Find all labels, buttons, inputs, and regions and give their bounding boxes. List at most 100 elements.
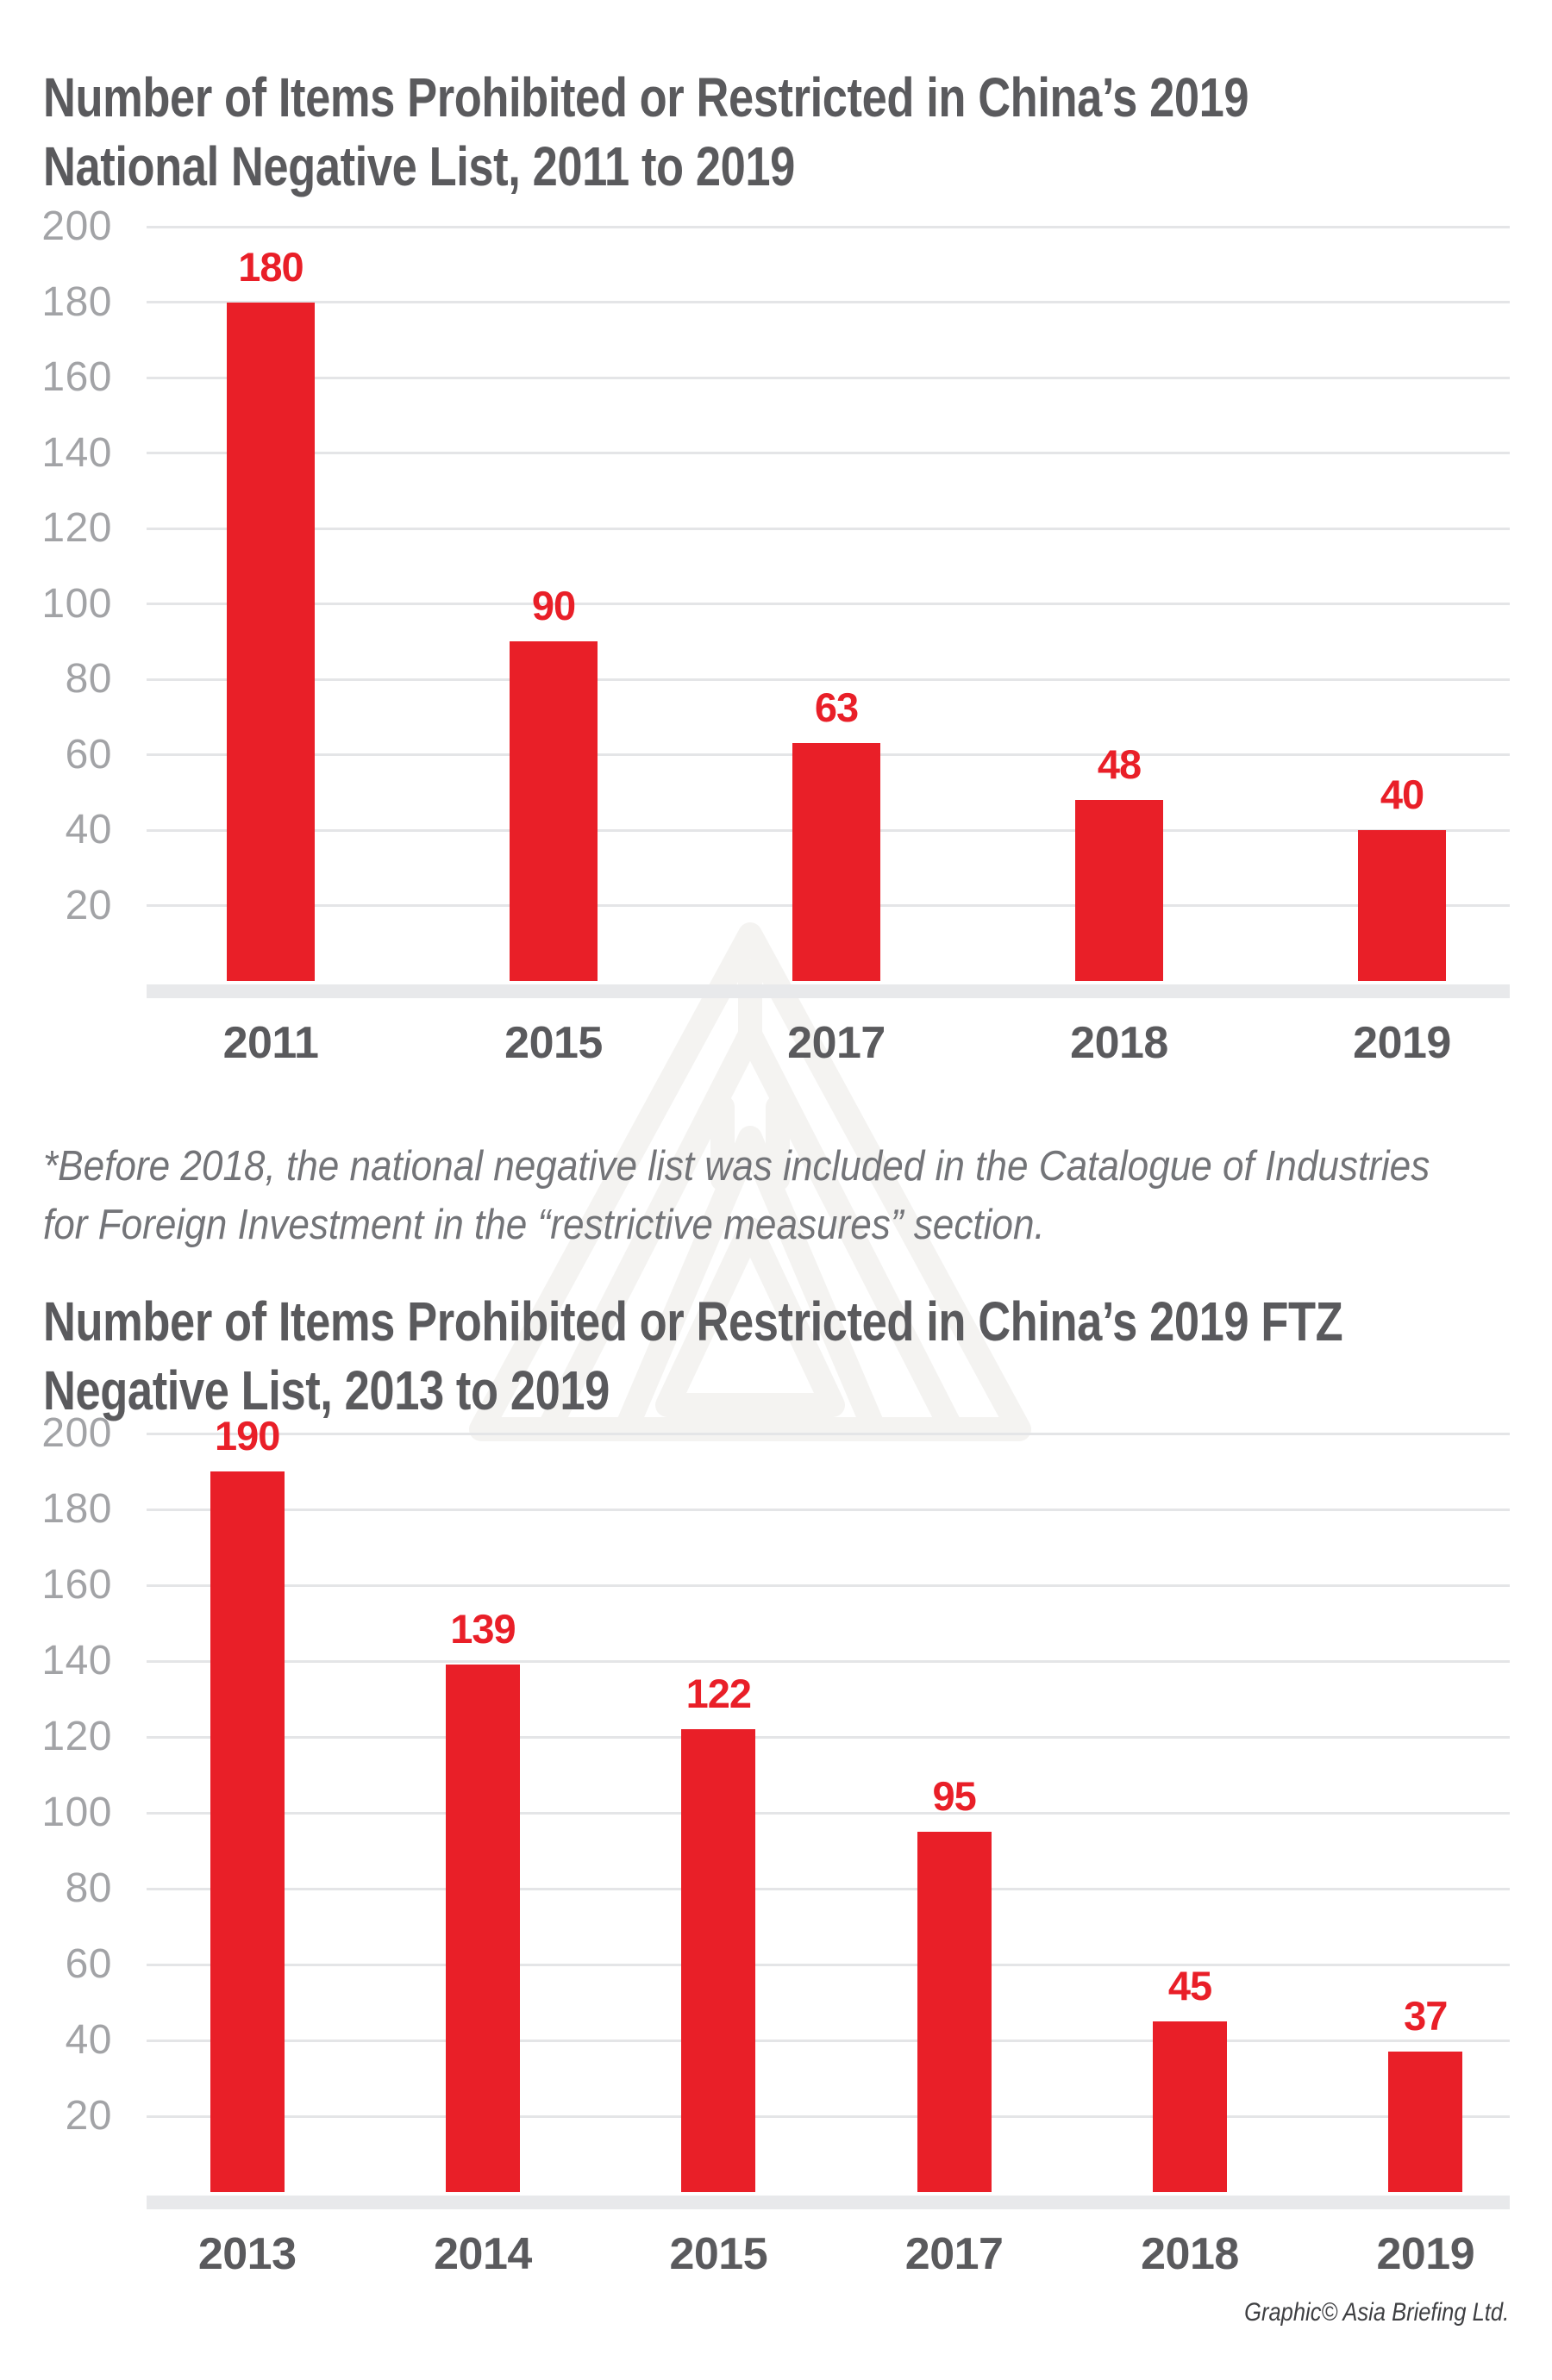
bar-column-2019: 40 (1261, 227, 1543, 981)
bar-2014 (445, 1665, 520, 2192)
footnote-line2: for Foreign Investment in the “restricti… (43, 1202, 1045, 1248)
y-gridline-120 (147, 527, 1510, 530)
y-tick-label-180: 180 (41, 1486, 112, 1532)
y-gridline-160 (147, 376, 1510, 379)
y-gridline-40 (147, 2039, 1510, 2042)
x-axis-label-2015: 2015 (504, 1018, 603, 1068)
y-tick-label-20: 20 (65, 882, 112, 928)
y-gridline-200 (147, 225, 1510, 228)
bar-2018 (1075, 800, 1163, 981)
chart2-y-axis: 200 180 160 140 120 100 80 60 40 20 (0, 1410, 112, 2192)
bar-value-label-2014: 139 (450, 1606, 516, 1652)
bar-2018 (1152, 2021, 1227, 2192)
y-gridline-100 (147, 603, 1510, 605)
y-gridline-60 (147, 1963, 1510, 1966)
y-tick-label-180: 180 (41, 278, 112, 325)
chart2-title-line2: Negative List, 2013 to 2019 (43, 1359, 610, 1421)
y-tick-label-120: 120 (41, 505, 112, 551)
footnote-line1: *Before 2018, the national negative list… (43, 1143, 1430, 1190)
x-axis-label-2014: 2014 (434, 2229, 532, 2279)
y-gridline-140 (147, 1659, 1510, 1663)
bar-value-label-2015: 122 (685, 1671, 752, 1717)
y-tick-label-200: 200 (41, 1410, 112, 1456)
y-gridline-180 (147, 301, 1510, 303)
x-axis-label-2018: 2018 (1141, 2229, 1239, 2279)
bar-value-label-2017: 63 (814, 684, 859, 731)
chart1-title-line2: National Negative List, 2011 to 2019 (43, 134, 795, 197)
y-tick-label-80: 80 (65, 656, 112, 702)
watermark-inner-chevron (614, 1126, 886, 1441)
y-gridline-20 (147, 2115, 1510, 2118)
chart1-y-axis: 200 180 160 140 120 100 80 60 40 20 (0, 203, 112, 981)
bar-column-2018: 48 (978, 227, 1261, 981)
bar-column-2018: 45 (1072, 1434, 1307, 2192)
bar-value-label-2013: 190 (214, 1413, 280, 1459)
y-tick-label-200: 200 (41, 203, 112, 249)
y-tick-label-40: 40 (65, 807, 112, 853)
bar-value-label-2019: 37 (1404, 1993, 1448, 2040)
chart2-ftz-negative-list: 200 180 160 140 120 100 80 60 40 20 190 139 122 95 45… (0, 1410, 1552, 2279)
bar-column-2015: 90 (412, 227, 695, 981)
attribution: Graphic© Asia Briefing Ltd. (1244, 2298, 1509, 2327)
y-tick-label-120: 120 (41, 1714, 112, 1759)
bar-column-2011: 180 (129, 227, 412, 981)
y-gridline-180 (147, 1508, 1510, 1511)
watermark-small-triangle (655, 1217, 845, 1417)
x-axis-label-2011: 2011 (222, 1018, 319, 1068)
y-gridline-80 (147, 1887, 1510, 1890)
x-axis-label-2017: 2017 (904, 2229, 1004, 2279)
y-gridline-120 (147, 1735, 1510, 1739)
bar-2017 (917, 1832, 992, 2192)
y-gridline-100 (147, 1811, 1510, 1815)
x-axis-label-2017: 2017 (787, 1018, 886, 1068)
x-axis-label-2013: 2013 (197, 2229, 297, 2279)
bar-value-label-2017: 95 (932, 1773, 977, 1819)
y-tick-label-140: 140 (41, 429, 112, 476)
chart2-bars: 190 139 122 95 45 37 (129, 1413, 1543, 2192)
chart2-title: Number of Items Prohibited or Restricted… (43, 1287, 1343, 1425)
y-gridline-160 (147, 1584, 1510, 1587)
bar-column-2019: 37 (1308, 1434, 1543, 2192)
bar-column-2014: 139 (365, 1434, 600, 2192)
bar-column-2017: 63 (695, 227, 978, 981)
x-axis-label-2018: 2018 (1070, 1018, 1168, 1068)
chart1-x-axis: 2011 2015 2017 2018 2019 (129, 1017, 1543, 1069)
bar-2013 (210, 1471, 285, 2192)
chart1-bars: 180 90 63 48 40 (129, 227, 1543, 981)
y-tick-label-100: 100 (41, 1790, 112, 1835)
y-gridline-200 (147, 1432, 1510, 1435)
y-gridline-80 (147, 678, 1510, 681)
chart1-national-negative-list: 200 180 160 140 120 100 80 60 40 20 180 90 63 48 40 2… (0, 203, 1552, 1068)
bar-2015 (681, 1729, 756, 2192)
bar-2015 (510, 641, 598, 981)
x-axis-label-2019: 2019 (1353, 1018, 1451, 1068)
bar-column-2015: 122 (601, 1434, 836, 2192)
bar-value-label-2011: 180 (238, 243, 304, 290)
bar-2017 (792, 743, 880, 981)
bar-value-label-2018: 48 (1097, 741, 1142, 787)
y-tick-label-40: 40 (65, 2017, 112, 2063)
chart1-axis-baseline (147, 984, 1510, 998)
chart2-x-axis: 2013 2014 2015 2017 2018 2019 (129, 2228, 1543, 2280)
chart2-title-line1: Number of Items Prohibited or Restricted… (43, 1290, 1343, 1352)
y-tick-label-100: 100 (41, 580, 112, 627)
y-tick-label-60: 60 (65, 1941, 112, 1987)
y-gridline-140 (147, 452, 1510, 454)
y-tick-label-20: 20 (65, 2093, 112, 2139)
x-axis-label-2015: 2015 (669, 2229, 768, 2279)
y-tick-label-160: 160 (41, 1562, 112, 1608)
bar-value-label-2018: 45 (1167, 1963, 1212, 2008)
bar-2019 (1388, 2052, 1463, 2192)
bar-column-2013: 190 (129, 1413, 365, 2192)
chart2-grid (147, 1432, 1510, 2192)
chart2-axis-baseline (147, 2196, 1510, 2209)
y-tick-label-60: 60 (65, 731, 112, 778)
asia-briefing-logo-watermark (469, 922, 1031, 1441)
x-axis-label-2019: 2019 (1376, 2229, 1475, 2279)
bar-value-label-2019: 40 (1380, 771, 1424, 817)
y-tick-label-80: 80 (65, 1865, 112, 1911)
bar-2019 (1358, 830, 1446, 981)
chart1-title: Number of Items Prohibited or Restricted… (43, 63, 1249, 201)
y-tick-label-140: 140 (41, 1638, 112, 1683)
chart1-title-line1: Number of Items Prohibited or Restricted… (43, 66, 1249, 128)
